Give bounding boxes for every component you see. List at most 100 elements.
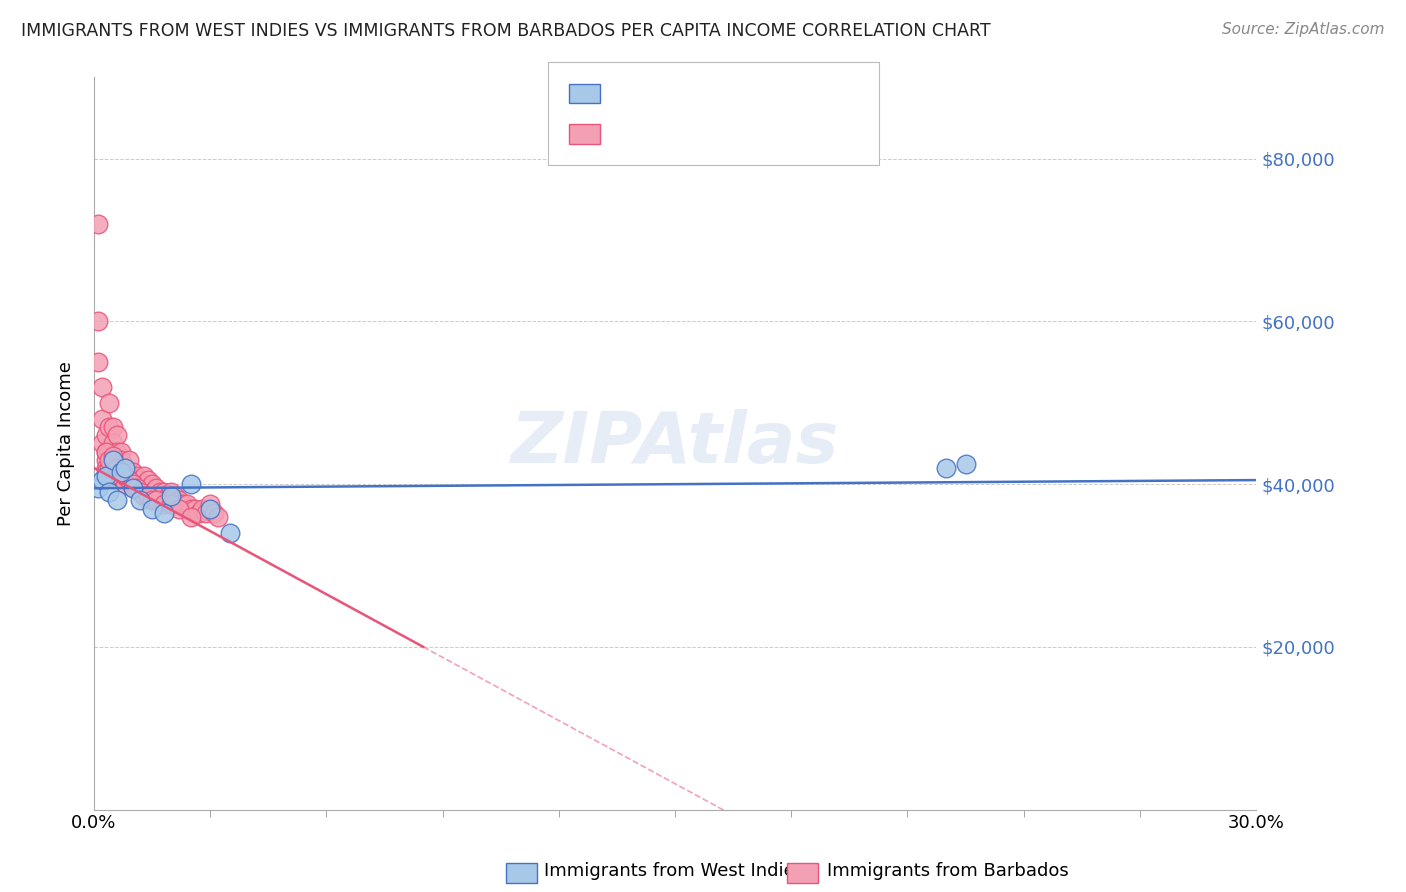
Point [103,452,125,467]
Text: Immigrants from West Indies: Immigrants from West Indies [544,863,804,880]
Point [110,465,132,479]
Point [105,444,128,458]
Point [105,428,128,442]
Point [176,498,198,512]
Point [98,420,121,434]
Point [94,465,117,479]
Point [136,481,159,495]
Point [114,477,136,491]
Point [121,477,143,491]
Point [87,314,110,328]
Point [98,444,121,458]
Point [141,485,163,500]
Point [94,469,117,483]
Point [180,501,202,516]
Text: R =: R = [612,125,651,143]
Point [110,444,132,458]
Point [114,469,136,483]
Point [121,465,143,479]
Point [145,489,167,503]
Point [152,493,174,508]
Point [98,469,121,483]
Point [105,461,128,475]
Point [118,452,141,467]
Point [156,489,179,503]
Point [160,493,183,508]
Point [121,481,143,495]
Point [87,217,110,231]
Point [129,493,152,508]
Point [94,461,117,475]
Point [129,473,152,487]
Point [90,436,112,450]
Point [183,501,205,516]
Point [114,469,136,483]
Point [167,498,190,512]
Point [180,477,202,491]
Text: N =: N = [721,85,768,103]
Text: R =: R = [612,85,657,103]
Point [172,498,194,512]
Point [90,473,112,487]
Point [118,473,141,487]
Point [98,461,121,475]
Point [152,485,174,500]
Point [110,465,132,479]
Point [110,461,132,475]
Point [141,493,163,508]
Point [195,506,218,520]
Point [87,481,110,495]
Point [134,477,156,491]
Point [198,501,221,516]
Point [87,355,110,369]
Point [141,477,163,491]
Point [207,509,229,524]
Point [167,493,190,508]
Point [191,501,214,516]
Point [125,469,148,483]
Text: 85: 85 [770,125,796,143]
Point [103,469,125,483]
Point [125,481,148,495]
Text: N =: N = [721,125,768,143]
Point [98,396,121,410]
Point [105,493,128,508]
Y-axis label: Per Capita Income: Per Capita Income [58,361,75,526]
Point [935,461,957,475]
Point [136,489,159,503]
Point [121,481,143,495]
Point [218,525,240,540]
Point [152,498,174,512]
Point [129,481,152,495]
Point [149,485,172,500]
Text: 18: 18 [770,85,796,103]
Point [136,473,159,487]
Text: Immigrants from Barbados: Immigrants from Barbados [827,863,1069,880]
Point [955,457,977,471]
Text: ZIPAtlas: ZIPAtlas [510,409,839,478]
Point [103,449,125,463]
Point [103,436,125,450]
Point [110,452,132,467]
Point [114,461,136,475]
Point [125,477,148,491]
Point [94,444,117,458]
Point [98,452,121,467]
Point [103,452,125,467]
Point [134,469,156,483]
Point [103,420,125,434]
Point [110,469,132,483]
Point [145,493,167,508]
Text: Source: ZipAtlas.com: Source: ZipAtlas.com [1222,22,1385,37]
Point [160,485,183,500]
Point [98,485,121,500]
Point [141,501,163,516]
Point [149,493,172,508]
Point [94,444,117,458]
Text: 0.044: 0.044 [659,85,716,103]
Point [145,481,167,495]
Point [121,473,143,487]
Point [90,379,112,393]
Point [160,498,183,512]
Point [152,506,174,520]
